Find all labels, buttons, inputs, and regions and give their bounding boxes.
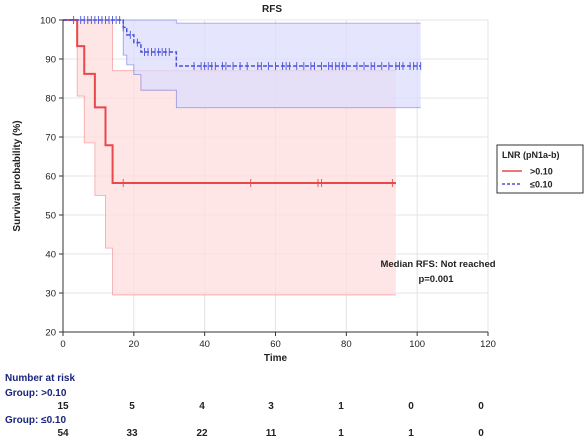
risk-count: 54 [57,428,69,439]
x-tick-label: 0 [60,339,65,350]
y-tick-label: 80 [45,94,56,105]
survival-curve-0 [63,19,396,185]
x-tick-label: 60 [270,339,281,350]
risk-group-label: Group: ≤0.10 [5,415,66,426]
risk-count: 1 [338,428,344,439]
risk-table-title: Number at risk [5,373,75,384]
ci-lower-0 [63,19,396,296]
risk-count: 15 [57,401,69,412]
p-value-annotation: p=0.001 [418,274,454,285]
y-tick-label: 70 [45,133,56,144]
risk-group-label: Group: >0.10 [5,388,67,399]
ci-lower-1 [63,19,421,109]
risk-count: 4 [199,401,205,412]
x-axis-label: Time [264,353,288,364]
y-tick-label: 90 [45,55,56,66]
legend-title: LNR (pN1a-b) [502,150,560,160]
legend-entry-0: >0.10 [530,167,553,177]
risk-count: 0 [478,428,484,439]
risk-count: 22 [196,428,208,439]
risk-count: 1 [338,401,344,412]
y-tick-label: 30 [45,289,56,300]
x-tick-label: 80 [341,339,352,350]
censor-marks-0 [122,179,393,188]
censor-marks-1 [73,16,422,71]
x-tick-label: 20 [129,339,140,350]
chart-title: RFS [262,4,282,15]
y-tick-label: 40 [45,250,56,261]
risk-count: 33 [126,428,138,439]
ci-band-1 [63,20,421,108]
y-tick-label: 50 [45,211,56,222]
risk-count: 3 [268,401,274,412]
x-tick-label: 40 [199,339,210,350]
y-tick-label: 60 [45,172,56,183]
legend: LNR (pN1a-b) >0.10 ≤0.10 [496,144,584,194]
y-tick-label: 20 [45,328,56,339]
x-tick-label: 120 [480,339,496,350]
legend-box [496,144,584,194]
risk-count: 11 [266,428,277,439]
risk-count: 0 [408,401,414,412]
median-annotation: Median RFS: Not reached [380,259,495,270]
risk-count: 0 [478,401,484,412]
y-axis-label: Survival probability (%) [12,120,23,231]
x-tick-label: 100 [409,339,425,350]
risk-count: 5 [129,401,135,412]
risk-count: 1 [408,428,414,439]
legend-entry-1: ≤0.10 [530,180,552,190]
y-tick-label: 100 [40,16,56,27]
